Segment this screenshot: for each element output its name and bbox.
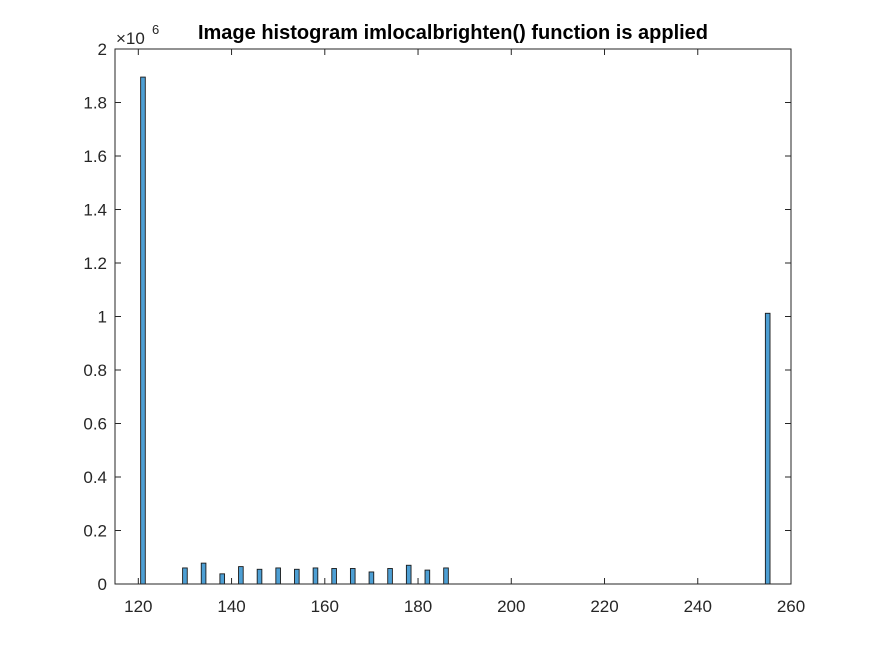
y-tick-label: 0.4 [83,468,107,487]
histogram-bar [443,567,449,585]
y-tick-label: 1.4 [83,201,107,220]
x-tick-label: 220 [590,597,618,616]
y-tick-label: 0.8 [83,361,107,380]
histogram-bar [764,312,771,585]
histogram-bar [349,568,356,585]
histogram-bar [200,562,207,585]
histogram-bar [405,564,412,585]
histogram-bar [275,567,281,585]
y-tick-label: 1 [98,308,107,327]
x-tick-label: 240 [684,597,712,616]
x-tick-label: 200 [497,597,525,616]
histogram-bar [424,569,431,585]
chart-title: Image histogram imlocalbrighten() functi… [198,22,708,44]
axes-box [114,48,792,585]
y-tick-label: 1.2 [83,254,107,273]
histogram-bar [368,571,375,585]
y-tick-label: 0.6 [83,415,107,434]
y-tick-label: 1.6 [83,147,107,166]
histogram-bar [182,567,188,585]
histogram-bar [331,568,337,585]
x-tick-label: 160 [311,597,339,616]
histogram-bar [387,568,393,585]
y-exponent: ×10 6 [116,22,159,48]
histogram-bar [256,568,263,585]
y-tick-label: 2 [98,40,107,59]
y-tick-label: 0.2 [83,522,107,541]
y-tick-label: 0 [98,575,107,594]
histogram-bar [312,567,319,585]
x-tick-label: 180 [404,597,432,616]
y-exponent-base: ×10 [116,29,145,48]
x-tick-label: 120 [124,597,152,616]
plot-area: 120 140 160 180 200 220 240 260 0 0.2 0.4 0.6 0.8 1 1.… [83,40,805,616]
x-tick-label: 260 [777,597,805,616]
histogram-bar [219,573,226,585]
y-tick-label: 1.8 [83,94,107,113]
y-exponent-power: 6 [152,22,159,37]
histogram-bar [294,568,300,585]
x-tick-label: 140 [217,597,245,616]
histogram-bar [140,76,146,585]
histogram-bar [238,566,244,585]
